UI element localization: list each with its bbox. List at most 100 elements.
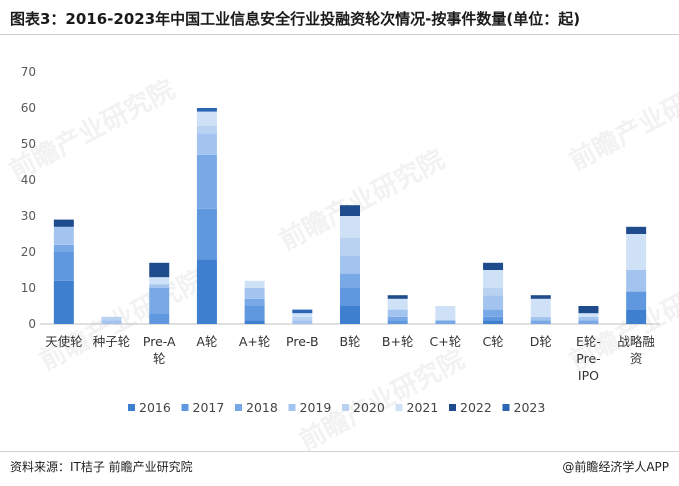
bar-segment [626, 234, 647, 270]
y-tick-label: 60 [21, 101, 36, 115]
bar-segment [530, 298, 551, 317]
y-tick-label: 30 [21, 209, 36, 223]
bar-segment [340, 288, 360, 306]
legend-swatch [235, 404, 242, 411]
chart-title: 图表3：2016-2023年中国工业信息安全行业投融资轮次情况-按事件数量(单位… [10, 10, 581, 28]
bar-segment [292, 309, 313, 314]
legend-swatch [128, 404, 135, 411]
bar-segment [626, 226, 647, 234]
x-tick-label: D轮 [530, 334, 552, 349]
x-tick-label: B轮 [339, 334, 360, 349]
legend-label: 2018 [246, 400, 278, 415]
legend-label: 2023 [514, 400, 546, 415]
y-tick-label: 10 [21, 281, 36, 295]
bar-segment [340, 306, 360, 324]
bar-segment [244, 320, 265, 324]
bar-segment [196, 208, 217, 260]
footer-divider [0, 451, 679, 452]
legend-label: 2021 [407, 400, 439, 415]
bar-segment [387, 320, 408, 324]
legend-label: 2019 [300, 400, 332, 415]
bar-segment [626, 291, 647, 310]
bar-segment [149, 277, 170, 285]
legend-label: 2016 [139, 400, 171, 415]
bar-segment [387, 295, 408, 299]
legend-swatch [395, 404, 403, 411]
bar-segment [340, 216, 360, 238]
bar-segment [196, 133, 217, 155]
x-tick-label: 轮 [153, 351, 166, 366]
bar-segment [196, 108, 217, 112]
legend-swatch [342, 404, 349, 411]
bar-segment [483, 295, 504, 310]
bar-segment [292, 320, 313, 324]
bar-segment [196, 111, 217, 126]
x-tick-label: B+轮 [382, 334, 414, 349]
x-tick-label: IPO [578, 368, 599, 383]
bar-segment [244, 288, 265, 299]
source-note: 资料来源：IT桔子 前瞻产业研究院 [10, 460, 193, 474]
bar-segment [483, 309, 504, 317]
bar-segment [387, 309, 408, 317]
y-tick-label: 70 [21, 65, 36, 79]
legend-swatch [449, 404, 456, 411]
bar-segment [578, 306, 599, 314]
bar-segment [53, 280, 74, 324]
bar-segment [483, 320, 504, 324]
bar-segment [578, 320, 599, 324]
bar-segment [53, 244, 74, 252]
bar-segment [149, 288, 170, 314]
y-tick-label: 0 [28, 317, 36, 331]
brand-credit: @前瞻经济学人APP [562, 460, 669, 474]
bar-segment [530, 295, 551, 299]
bar-segment [626, 309, 647, 324]
x-tick-label: E轮- [576, 334, 601, 349]
bar-segment [196, 126, 217, 134]
x-tick-label: A+轮 [239, 334, 271, 349]
bar-segment [530, 316, 551, 321]
x-tick-label: 天使轮 [45, 334, 83, 349]
x-tick-label: 战略融 [617, 334, 655, 349]
bar-segment [244, 280, 265, 288]
bar-segment [196, 259, 217, 324]
bar-segment [101, 320, 122, 324]
x-tick-label: A轮 [196, 334, 217, 349]
bar-segment [530, 320, 551, 324]
bar-segment [53, 226, 74, 245]
bar-segment [435, 306, 456, 321]
bar-segment [244, 298, 265, 306]
bar-segment [292, 316, 313, 321]
legend-swatch [502, 404, 510, 411]
bar-segment [196, 154, 217, 209]
bar-segment [53, 252, 74, 281]
x-tick-label: C轮 [482, 334, 503, 349]
bar-segment [387, 316, 408, 321]
bar-segment [149, 284, 170, 288]
bar-segment [626, 270, 647, 292]
bar-segment [340, 205, 360, 216]
bar-segment [101, 316, 122, 321]
x-tick-label: Pre- [576, 351, 600, 366]
x-tick-label: 资 [630, 351, 643, 366]
bar-segment [483, 262, 504, 270]
bar-segment [578, 316, 599, 321]
bar-segment [149, 313, 170, 324]
bar-segment [292, 313, 313, 317]
bar-segment [387, 298, 408, 310]
legend-label: 2017 [193, 400, 225, 415]
bar-segment [340, 273, 360, 288]
x-tick-label: C+轮 [430, 334, 462, 349]
y-tick-label: 40 [21, 173, 36, 187]
x-tick-label: Pre-A [143, 334, 176, 349]
legend-label: 2020 [353, 400, 385, 415]
bar-segment [578, 313, 599, 317]
legend-swatch [288, 404, 296, 411]
x-tick-label: 种子轮 [93, 334, 131, 349]
y-tick-label: 50 [21, 137, 36, 151]
bar-segment [244, 306, 265, 321]
title-divider [0, 34, 679, 35]
bar-segment [53, 219, 74, 227]
bar-segment [483, 316, 504, 321]
y-tick-label: 20 [21, 245, 36, 259]
